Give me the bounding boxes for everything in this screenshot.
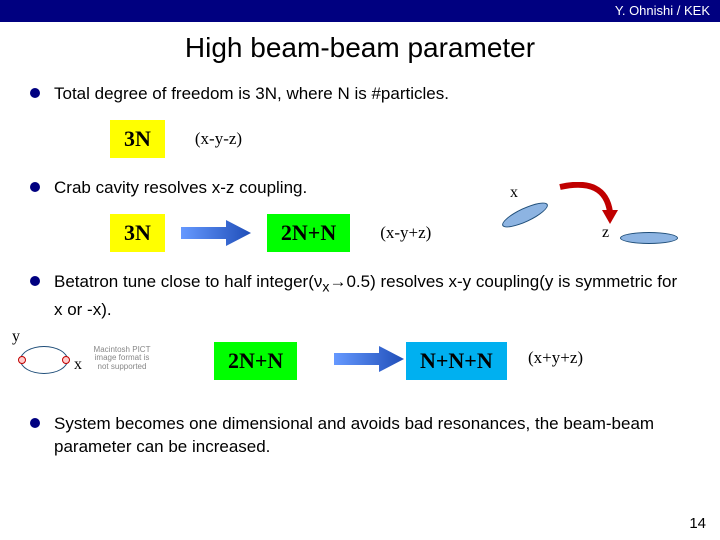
arrow-icon (181, 220, 251, 246)
bullet-4-text: System becomes one dimensional and avoid… (54, 412, 690, 460)
missing-image-text: Macintosh PICT image format is not suppo… (92, 346, 152, 372)
axis-y-label: y (12, 328, 20, 346)
row-3n-to-2n: 3N 2N+N (x-y+z) x z (110, 214, 690, 252)
bullet-1-text: Total degree of freedom is 3N, where N i… (54, 82, 449, 106)
box-2n-plus-n-2: 2N+N (214, 342, 297, 380)
box-3n-yellow: 3N (110, 120, 165, 158)
bullet-1: Total degree of freedom is 3N, where N i… (30, 82, 690, 106)
box-2n-plus-n: 2N+N (267, 214, 350, 252)
row-3n: 3N (x-y-z) (110, 120, 690, 158)
arrow-icon-2 (334, 346, 404, 372)
bullet-icon (30, 182, 40, 192)
box-3n-yellow-2: 3N (110, 214, 165, 252)
paren-x-plus-y-plus-z: (x+y+z) (528, 348, 583, 368)
bullet-3: Betatron tune close to half integer(νx→0… (30, 270, 690, 322)
ellipse-flat (620, 232, 678, 244)
header-text: Y. Ohnishi / KEK (615, 3, 710, 18)
red-dot (62, 356, 70, 364)
curved-arrow-icon (550, 182, 620, 232)
bullet-icon (30, 88, 40, 98)
content: Total degree of freedom is 3N, where N i… (0, 82, 720, 459)
bullet-4: System becomes one dimensional and avoid… (30, 412, 690, 460)
bullet-2-text: Crab cavity resolves x-z coupling. (54, 176, 307, 200)
page-title: High beam-beam parameter (0, 32, 720, 64)
axis-x-label: x (510, 184, 518, 202)
box-n-n-n: N+N+N (406, 342, 507, 380)
paren-xy-plus-z: (x-y+z) (380, 223, 431, 243)
paren-xyz: (x-y-z) (195, 129, 242, 149)
ellipse-tilted (499, 198, 550, 232)
b3-pre: Betatron tune close to half integer(ν (54, 272, 322, 291)
bullet-icon (30, 418, 40, 428)
ring-shape (20, 346, 68, 374)
header-bar: Y. Ohnishi / KEK (0, 0, 720, 22)
bullet-icon (30, 276, 40, 286)
row-2n-to-nnn: y x Macintosh PICT image format is not s… (30, 328, 690, 398)
bullet-3-text: Betatron tune close to half integer(νx→0… (54, 270, 690, 322)
red-dot (18, 356, 26, 364)
axis-x-label-2: x (74, 356, 82, 374)
page-number: 14 (689, 515, 706, 532)
